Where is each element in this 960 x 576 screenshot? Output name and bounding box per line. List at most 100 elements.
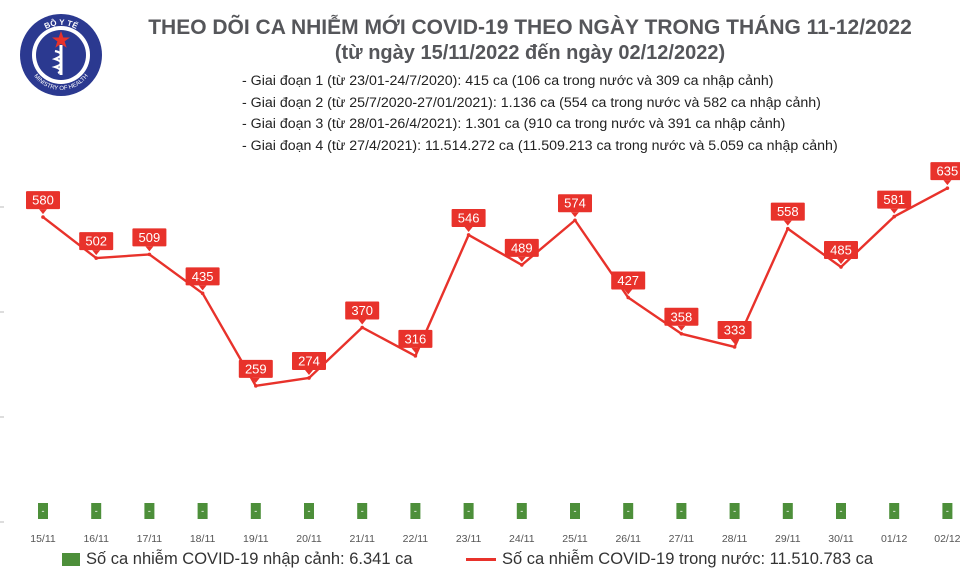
ministry-of-health-logo: BỘ Y TẾ MINISTRY OF HEALTH [20,14,102,96]
domestic-label-box-15/11 [26,191,60,210]
imported-bar-label-26/11: - [627,506,630,516]
domestic-label-pointer-30/11 [837,259,845,265]
imported-bar-label-27/11: - [680,506,683,516]
domestic-point-28/11 [732,345,737,349]
domestic-data-label-29/11: 558 [777,204,799,219]
domestic-point-20/11 [307,376,311,380]
domestic-point-01/12 [892,214,896,219]
imported-bar-02/12 [942,503,953,519]
imported-bar-label-15/11: - [42,506,45,516]
domestic-label-pointer-18/11 [198,285,207,291]
domestic-label-box-22/11 [398,329,433,348]
x-tick-label-19/11: 19/11 [243,533,269,545]
domestic-data-label-17/11: 509 [139,230,161,245]
domestic-label-pointer-16/11 [92,250,101,256]
domestic-label-pointer-28/11 [730,338,739,344]
domestic-label-box-24/11 [504,238,539,257]
phase-note-2: - Giai đoạn 2 (từ 25/7/2020-27/01/2021):… [242,94,821,111]
imported-bar-18/11 [197,503,208,519]
imported-bar-label-17/11: - [148,506,151,516]
x-tick-label-26/11: 26/11 [615,533,641,545]
domestic-label-box-18/11 [185,267,220,286]
covid-line-chart: - - - - - - - - - - - - - - - - - - 580 502 509 435 259 274 370 3… [0,162,960,545]
phase-note-1: - Giai đoạn 1 (từ 23/01-24/7/2020): 415 … [242,73,774,89]
imported-bar-label-22/11: - [414,506,417,516]
domestic-point-30/11 [839,265,843,269]
domestic-point-26/11 [626,295,630,300]
domestic-point-24/11 [520,263,524,267]
imported-bar-16/11 [91,503,102,519]
domestic-point-27/11 [679,331,684,336]
domestic-data-label-18/11: 435 [192,269,214,284]
imported-bar-30/11 [836,503,846,519]
staff-icon [59,45,63,75]
domestic-series-line [42,187,948,388]
legend-swatch-imported [62,553,80,566]
imported-bar-27/11 [676,503,687,519]
domestic-point-29/11 [786,226,790,231]
imported-bar-label-21/11: - [361,506,364,516]
domestic-label-box-27/11 [664,307,699,326]
domestic-label-pointer-02/12 [943,180,952,186]
domestic-label-box-28/11 [717,320,752,339]
domestic-point-22/11 [413,354,418,358]
domestic-point-18/11 [200,291,205,296]
domestic-label-box-26/11 [611,271,646,290]
x-tick-label-01/12: 01/12 [881,533,907,545]
svg-text:BỘ Y TẾ: BỘ Y TẾ [43,18,80,31]
domestic-label-pointer-24/11 [517,256,526,262]
x-tick-label-23/11: 23/11 [456,533,482,545]
domestic-label-pointer-01/12 [890,208,899,214]
imported-bar-24/11 [516,503,527,519]
chart-subtitle: (từ ngày 15/11/2022 đến ngày 02/12/2022) [334,42,726,64]
phase-note-3: - Giai đoạn 3 (từ 28/01-26/4/2021): 1.30… [242,116,786,132]
domestic-data-label-28/11: 333 [724,322,746,337]
phase-notes-list: - Giai đoạn 1 (từ 23/01-24/7/2020): 415 … [242,71,838,157]
legend-item-imported: Số ca nhiễm COVID-19 nhập cảnh: 6.341 ca [62,550,413,569]
domestic-label-pointer-22/11 [411,347,420,353]
domestic-data-label-25/11: 574 [564,196,586,211]
domestic-label-pointer-19/11 [251,377,260,383]
legend-swatch-domestic [466,558,496,561]
domestic-data-label-02/12: 635 [937,164,959,179]
imported-bar-label-20/11: - [308,506,311,516]
imported-bar-label-16/11: - [95,506,98,516]
imported-bar-28/11 [729,503,740,519]
imported-bar-22/11 [410,503,421,519]
x-tick-label-22/11: 22/11 [403,533,429,545]
imported-bar-label-01/12: - [893,506,896,516]
domestic-label-pointer-23/11 [464,226,473,232]
domestic-label-box-23/11 [451,208,486,227]
imported-bar-15/11 [38,503,48,519]
domestic-label-box-16/11 [79,232,114,251]
domestic-label-box-01/12 [877,190,912,209]
imported-bar-20/11 [304,503,314,519]
imported-bar-26/11 [623,503,634,519]
domestic-label-box-29/11 [770,202,805,221]
imported-bar-23/11 [463,503,474,519]
domestic-label-box-20/11 [292,351,326,370]
domestic-data-label-27/11: 358 [671,309,693,324]
phase-note-4: - Giai đoạn 4 (từ 27/4/2021): 11.514.272… [242,137,838,154]
legend-item-domestic: Số ca nhiễm COVID-19 trong nước: 11.510.… [466,550,873,569]
domestic-point-21/11 [360,325,365,330]
domestic-point-16/11 [94,256,98,260]
legend-label-imported: Số ca nhiễm COVID-19 nhập cảnh: 6.341 ca [86,550,413,568]
logo-top-text: BỘ Y TẾ [43,18,80,31]
imported-bar-label-18/11: - [201,506,204,516]
domestic-data-label-01/12: 581 [883,192,905,207]
x-tick-label-27/11: 27/11 [669,533,695,545]
domestic-label-box-30/11 [824,241,858,260]
imported-bar-label-24/11: - [520,506,523,516]
chart-title: THEO DÕI CA NHIỄM MỚI COVID-19 THEO NGÀY… [148,16,912,39]
x-tick-label-17/11: 17/11 [137,533,163,545]
imported-bar-label-19/11: - [254,506,257,516]
domestic-label-pointer-21/11 [358,319,367,325]
x-tick-label-18/11: 18/11 [190,533,216,545]
domestic-point-25/11 [573,218,577,223]
imported-bar-01/12 [889,503,900,519]
imported-bar-21/11 [357,503,368,519]
x-tick-label-30/11: 30/11 [828,533,854,545]
domestic-point-19/11 [254,384,258,388]
domestic-point-02/12 [945,186,950,190]
